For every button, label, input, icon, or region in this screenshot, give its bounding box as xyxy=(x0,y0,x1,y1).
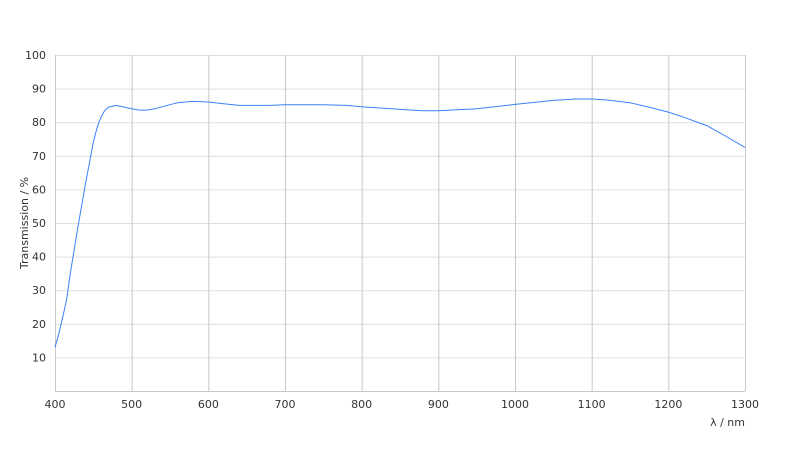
y-tick-label: 60 xyxy=(32,183,46,196)
x-tick-label: 1100 xyxy=(578,398,606,411)
x-tick-label: 500 xyxy=(121,398,142,411)
y-tick-label: 10 xyxy=(32,351,46,364)
x-tick-label: 1200 xyxy=(654,398,682,411)
x-tick-label: 1300 xyxy=(731,398,759,411)
y-tick-label: 70 xyxy=(32,150,46,163)
x-axis-label: λ / nm xyxy=(710,416,745,429)
x-tick-label: 600 xyxy=(198,398,219,411)
y-tick-label: 90 xyxy=(32,83,46,96)
y-tick-label: 100 xyxy=(25,49,46,62)
y-tick-label: 30 xyxy=(32,284,46,297)
x-tick-label: 700 xyxy=(275,398,296,411)
x-tick-label: 1000 xyxy=(501,398,529,411)
y-tick-label: 50 xyxy=(32,217,46,230)
y-axis-label: Transmission / % xyxy=(18,177,31,270)
transmission-line xyxy=(54,98,746,348)
x-tick-label: 900 xyxy=(428,398,449,411)
x-tick-label: 400 xyxy=(45,398,66,411)
y-tick-label: 80 xyxy=(32,116,46,129)
x-tick-label: 800 xyxy=(351,398,372,411)
tick-labels: 10 20 30 40 50 60 70 80 90 100 400 500 600 700 800 900 1… xyxy=(25,49,759,411)
grid xyxy=(55,55,746,392)
y-tick-label: 20 xyxy=(32,318,46,331)
y-tick-label: 40 xyxy=(32,251,46,264)
